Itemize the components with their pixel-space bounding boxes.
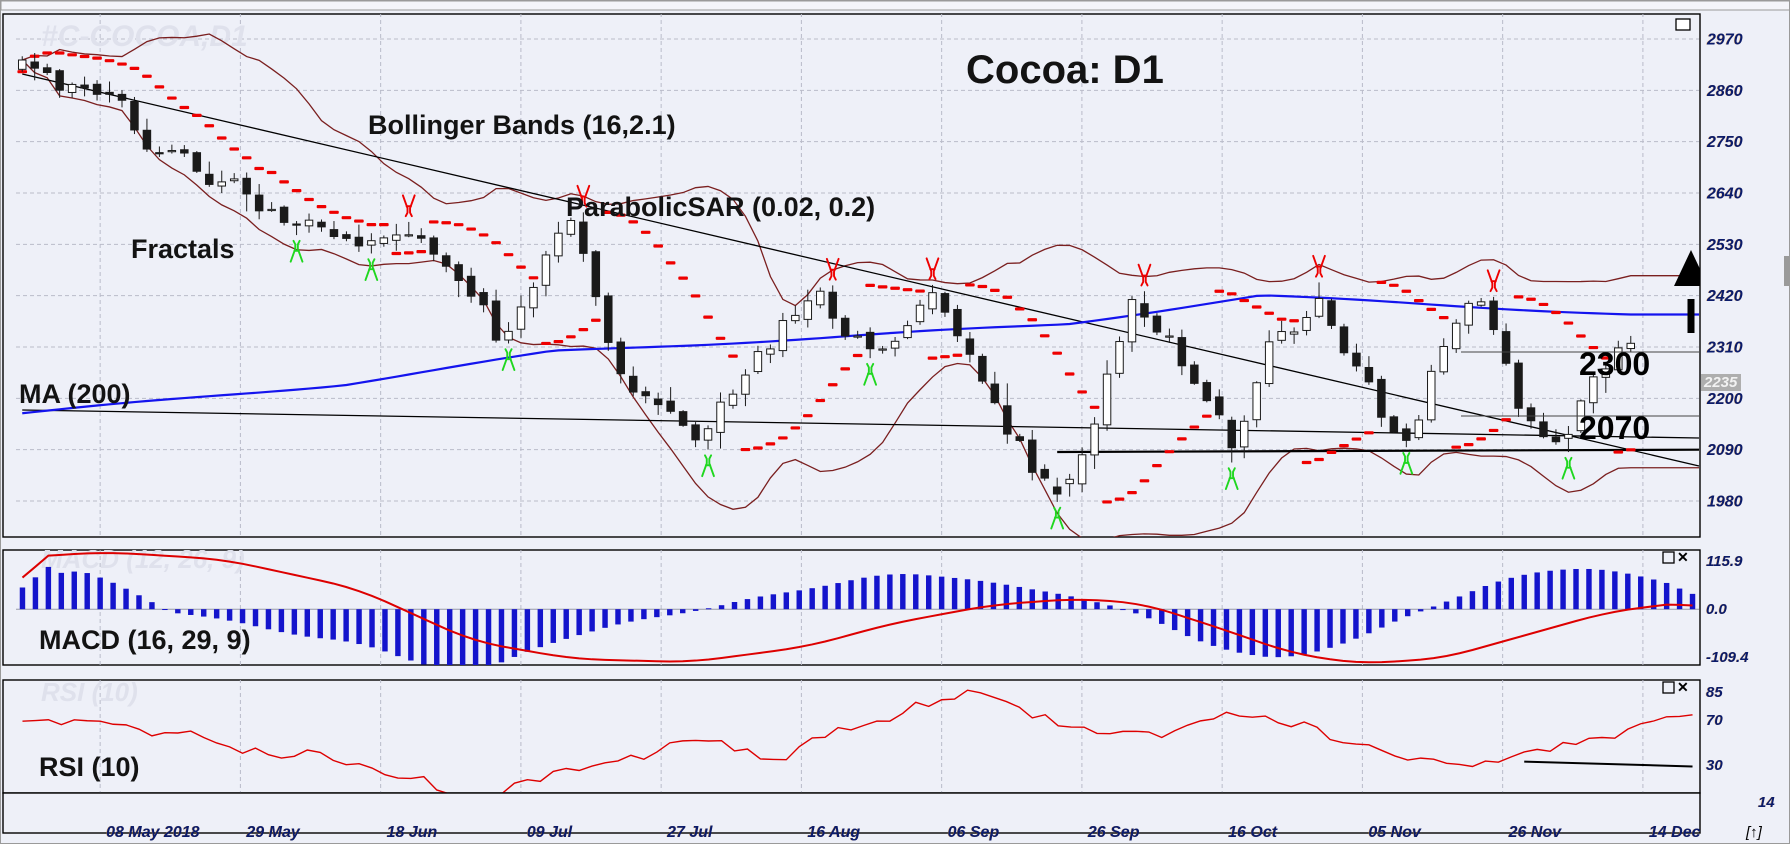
svg-text:MA (200): MA (200) bbox=[19, 379, 131, 409]
svg-text:Fractals: Fractals bbox=[131, 234, 235, 264]
svg-text:09 Jul: 09 Jul bbox=[527, 824, 573, 841]
svg-text:MACD (16, 29, 9): MACD (16, 29, 9) bbox=[39, 625, 251, 655]
svg-text:2750: 2750 bbox=[1706, 134, 1743, 151]
svg-text:16 Oct: 16 Oct bbox=[1228, 824, 1278, 841]
svg-text:18 Jun: 18 Jun bbox=[387, 824, 438, 841]
svg-text:2090: 2090 bbox=[1706, 442, 1743, 459]
svg-text:16 Aug: 16 Aug bbox=[807, 824, 860, 841]
svg-text:2200: 2200 bbox=[1706, 391, 1743, 408]
svg-text:[↑]: [↑] bbox=[1745, 824, 1763, 841]
svg-text:Cocoa: D1: Cocoa: D1 bbox=[966, 48, 1164, 92]
svg-text:2970: 2970 bbox=[1706, 32, 1743, 49]
svg-text:26 Nov: 26 Nov bbox=[1508, 824, 1563, 841]
svg-text:-109.4: -109.4 bbox=[1706, 649, 1749, 666]
svg-text:115.9: 115.9 bbox=[1706, 553, 1743, 570]
svg-text:✕: ✕ bbox=[1677, 679, 1689, 695]
svg-text:30: 30 bbox=[1706, 757, 1723, 774]
svg-text:2860: 2860 bbox=[1706, 83, 1743, 100]
svg-text:05 Nov: 05 Nov bbox=[1368, 824, 1422, 841]
svg-text:2300: 2300 bbox=[1579, 346, 1650, 382]
svg-text:RSI (10): RSI (10) bbox=[39, 752, 140, 782]
svg-text:1980: 1980 bbox=[1707, 494, 1743, 511]
svg-text:RSI (10): RSI (10) bbox=[41, 677, 138, 707]
svg-text:Bollinger Bands (16,2.1): Bollinger Bands (16,2.1) bbox=[368, 110, 676, 140]
svg-text:70: 70 bbox=[1706, 712, 1723, 729]
svg-text:2530: 2530 bbox=[1706, 237, 1743, 254]
svg-text:14 Dec: 14 Dec bbox=[1649, 824, 1701, 841]
svg-text:ParabolicSAR (0.02, 0.2): ParabolicSAR (0.02, 0.2) bbox=[566, 192, 875, 222]
svg-text:2310: 2310 bbox=[1706, 340, 1743, 357]
svg-text:29 May: 29 May bbox=[245, 824, 300, 841]
svg-text:✕: ✕ bbox=[1677, 549, 1689, 565]
svg-text:27 Jul: 27 Jul bbox=[666, 824, 713, 841]
svg-text:85: 85 bbox=[1706, 684, 1723, 701]
svg-text:2640: 2640 bbox=[1706, 186, 1743, 203]
svg-text:08 May 2018: 08 May 2018 bbox=[106, 824, 200, 841]
svg-text:#C-COCOA,D1: #C-COCOA,D1 bbox=[41, 20, 248, 53]
svg-text:26 Sep: 26 Sep bbox=[1087, 824, 1140, 841]
svg-text:2235: 2235 bbox=[1703, 374, 1738, 391]
svg-text:14: 14 bbox=[1758, 794, 1775, 811]
svg-text:2070: 2070 bbox=[1579, 410, 1650, 446]
svg-text:06 Sep: 06 Sep bbox=[948, 824, 1000, 841]
svg-text:0.0: 0.0 bbox=[1706, 601, 1728, 618]
svg-text:2420: 2420 bbox=[1706, 288, 1743, 305]
